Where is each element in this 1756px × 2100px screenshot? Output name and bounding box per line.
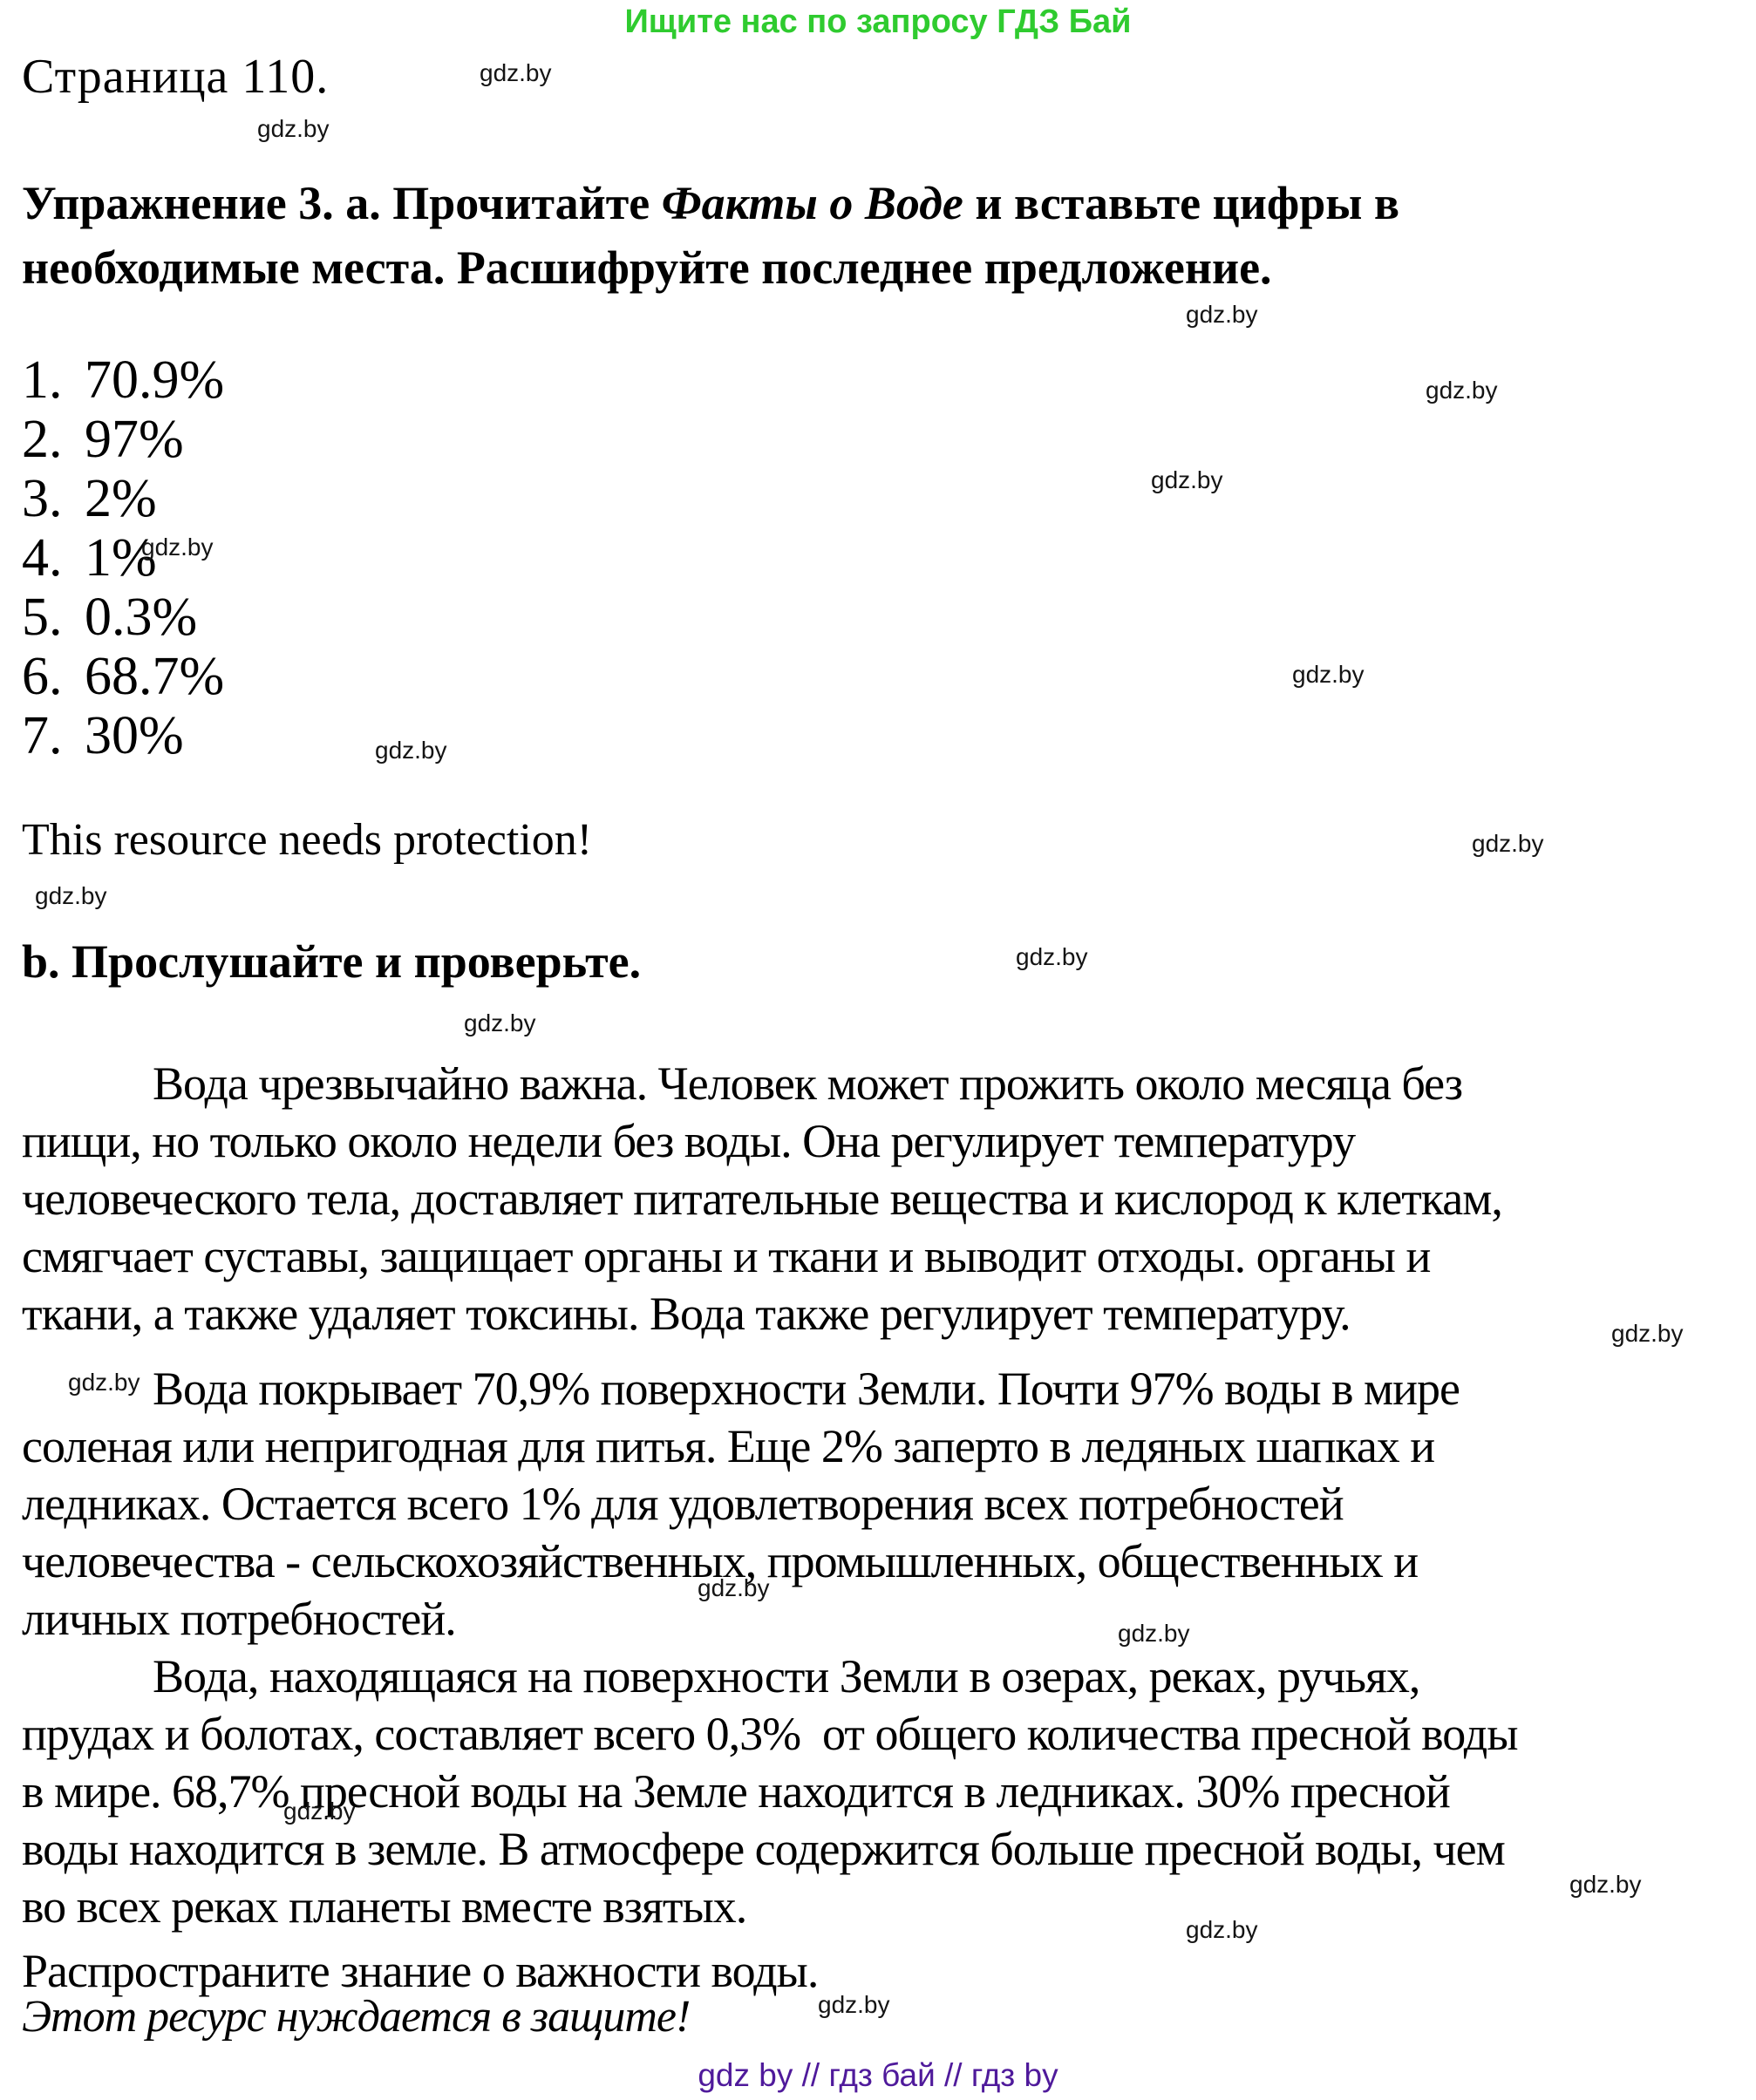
answer-item: 6. 68.7% <box>22 647 224 706</box>
translation-line: личных потребностей. <box>22 1593 457 1645</box>
gdz-watermark: gdz.by <box>283 1798 356 1825</box>
gdz-watermark: gdz.by <box>818 1991 890 2018</box>
gdz-watermark: gdz.by <box>464 1009 536 1036</box>
translation-line: Вода, находящаяся на поверхности Земли в… <box>153 1650 1420 1702</box>
exercise-heading-pre: Упражнение 3. a. Прочитайте <box>22 177 662 229</box>
gdz-watermark: gdz.by <box>257 115 330 142</box>
translation-line: ткани, а также удаляет токсины. Вода так… <box>22 1288 1351 1340</box>
answer-item-number: 4. <box>22 528 63 588</box>
footer-links: gdz by // гдз бай // гдз by <box>698 2057 1058 2093</box>
translation-line: человечества - сельскохозяйственных, про… <box>22 1535 1419 1587</box>
answer-item-number: 2. <box>22 410 63 469</box>
gdz-watermark: gdz.by <box>141 533 214 561</box>
translation-line: прудах и болотах, составляет всего 0,3% … <box>22 1708 1519 1760</box>
gdz-watermark: gdz.by <box>698 1574 770 1601</box>
translation-line: соленая или непригодная для питья. Еще 2… <box>22 1420 1435 1472</box>
closing-sentence: Этот ресурс нуждается в защите! <box>22 1992 691 2042</box>
answer-item-value: 97% <box>85 410 184 469</box>
answer-item-number: 7. <box>22 706 63 765</box>
section-b-heading: b. Прослушайте и проверьте. <box>22 935 642 988</box>
translation-line: воды находится в земле. В атмосфере соде… <box>22 1823 1506 1875</box>
translation-line: ледниках. Остается всего 1% для удовлетв… <box>22 1478 1344 1530</box>
exercise-heading-post: и вставьте цифры в необходимые места. Ра… <box>22 177 1400 294</box>
translation-line: во всех реках планеты вместе взятых. <box>22 1880 747 1933</box>
answer-item-value: 68.7% <box>85 647 225 706</box>
gdz-watermark: gdz.by <box>1186 301 1258 328</box>
gdz-watermark: gdz.by <box>1292 661 1365 688</box>
answer-item-value: 1% <box>85 528 157 588</box>
translation-paragraph: Вода покрывает 70,9% поверхности Земли. … <box>22 1360 1735 1648</box>
gdz-watermark: gdz.by <box>1472 830 1544 857</box>
answer-item-number: 3. <box>22 469 63 528</box>
exercise-heading: Упражнение 3. a. Прочитайте Факты о Воде… <box>22 171 1644 300</box>
gdz-watermark: gdz.by <box>1186 1916 1258 1943</box>
gdz-watermark: gdz.by <box>375 737 447 764</box>
translation-line: пищи, но только около недели без воды. О… <box>22 1115 1356 1167</box>
answers-list: 1. 70.9% 2. 97% 3. 2% 4. 1% 5. 0.3% 6. 68.7% 7. 30% <box>22 350 224 765</box>
answer-item: 3. 2% <box>22 469 224 528</box>
translation-line: Вода чрезвычайно важна. Человек может пр… <box>153 1057 1463 1110</box>
answer-item: 5. 0.3% <box>22 588 224 647</box>
answer-item: 1. 70.9% <box>22 350 224 410</box>
answer-item-number: 6. <box>22 647 63 706</box>
gdz-watermark: gdz.by <box>1016 943 1088 970</box>
answer-item-value: 30% <box>85 706 184 765</box>
gdz-watermark: gdz.by <box>35 882 107 909</box>
answer-item: 7. 30% <box>22 706 224 765</box>
translation-text: Вода чрезвычайно важна. Человек может пр… <box>22 1055 1735 2000</box>
gdz-watermark: gdz.by <box>480 59 552 86</box>
gdz-watermark: gdz.by <box>1426 377 1498 404</box>
translation-line: Вода покрывает 70,9% поверхности Земли. … <box>153 1363 1460 1415</box>
answer-item-value: 70.9% <box>85 350 225 410</box>
answer-item-value: 2% <box>85 469 157 528</box>
answer-item-number: 1. <box>22 350 63 410</box>
promo-banner: Ищите нас по запросу ГДЗ Бай <box>624 3 1132 40</box>
translation-line: человеческого тела, доставляет питательн… <box>22 1172 1503 1225</box>
translation-paragraph: Вода чрезвычайно важна. Человек может пр… <box>22 1055 1735 1342</box>
gdz-watermark: gdz.by <box>1611 1320 1684 1347</box>
page-title: Страница 110. <box>22 50 330 104</box>
translation-paragraph: Вода, находящаяся на поверхности Земли в… <box>22 1648 1735 1935</box>
gdz-watermark: gdz.by <box>68 1369 140 1396</box>
answer-item: 4. 1% <box>22 528 224 588</box>
translation-paragraph: Распространите знание о важности воды. <box>22 1942 1735 2000</box>
translation-line: в мире. 68,7% пресной воды на Земле нахо… <box>22 1765 1451 1818</box>
answer-sentence: This resource needs protection! <box>22 815 593 865</box>
answer-item: 2. 97% <box>22 410 224 469</box>
gdz-watermark: gdz.by <box>1151 466 1223 493</box>
answer-item-value: 0.3% <box>85 588 198 647</box>
gdz-watermark: gdz.by <box>1569 1871 1642 1898</box>
exercise-heading-italic: Факты о Воде <box>661 177 963 229</box>
translation-line: Распространите знание о важности воды. <box>22 1945 819 1997</box>
gdz-watermark: gdz.by <box>1118 1620 1190 1647</box>
translation-line: смягчает суставы, защищает органы и ткан… <box>22 1230 1431 1282</box>
answer-item-number: 5. <box>22 588 63 647</box>
